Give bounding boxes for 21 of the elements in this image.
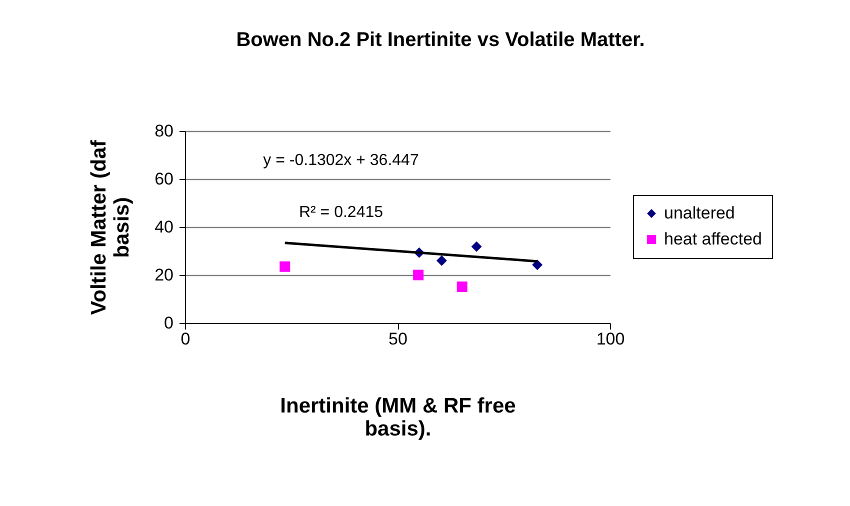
legend-label: heat affected: [664, 230, 762, 248]
point: [413, 270, 424, 280]
chart-title: Bowen No.2 Pit Inertinite vs Volatile Matter.: [236, 29, 645, 51]
x-axis-title: Inertinite (MM & RF free basis).: [280, 394, 516, 440]
x-tick-label: 50: [388, 330, 408, 348]
point: [471, 241, 482, 252]
annotation: R² = 0.2415: [298, 204, 384, 221]
y-tick-label: 0: [164, 314, 174, 332]
legend-label: unaltered: [664, 204, 735, 222]
y-tick-label: 60: [154, 170, 174, 188]
point: [436, 255, 447, 266]
annotation: y = -0.1302x + 36.447: [263, 152, 419, 169]
y-tick-label: 40: [154, 218, 174, 236]
y-tick-label: 20: [154, 266, 174, 284]
x-tick-label: 0: [180, 330, 190, 348]
x-tick-label: 100: [596, 330, 625, 348]
y-tick-label: 80: [154, 122, 174, 140]
y-axis-title: Voltile Matter (daf basis): [88, 139, 134, 315]
point: [532, 260, 543, 270]
point: [280, 261, 290, 272]
point: [456, 282, 468, 292]
